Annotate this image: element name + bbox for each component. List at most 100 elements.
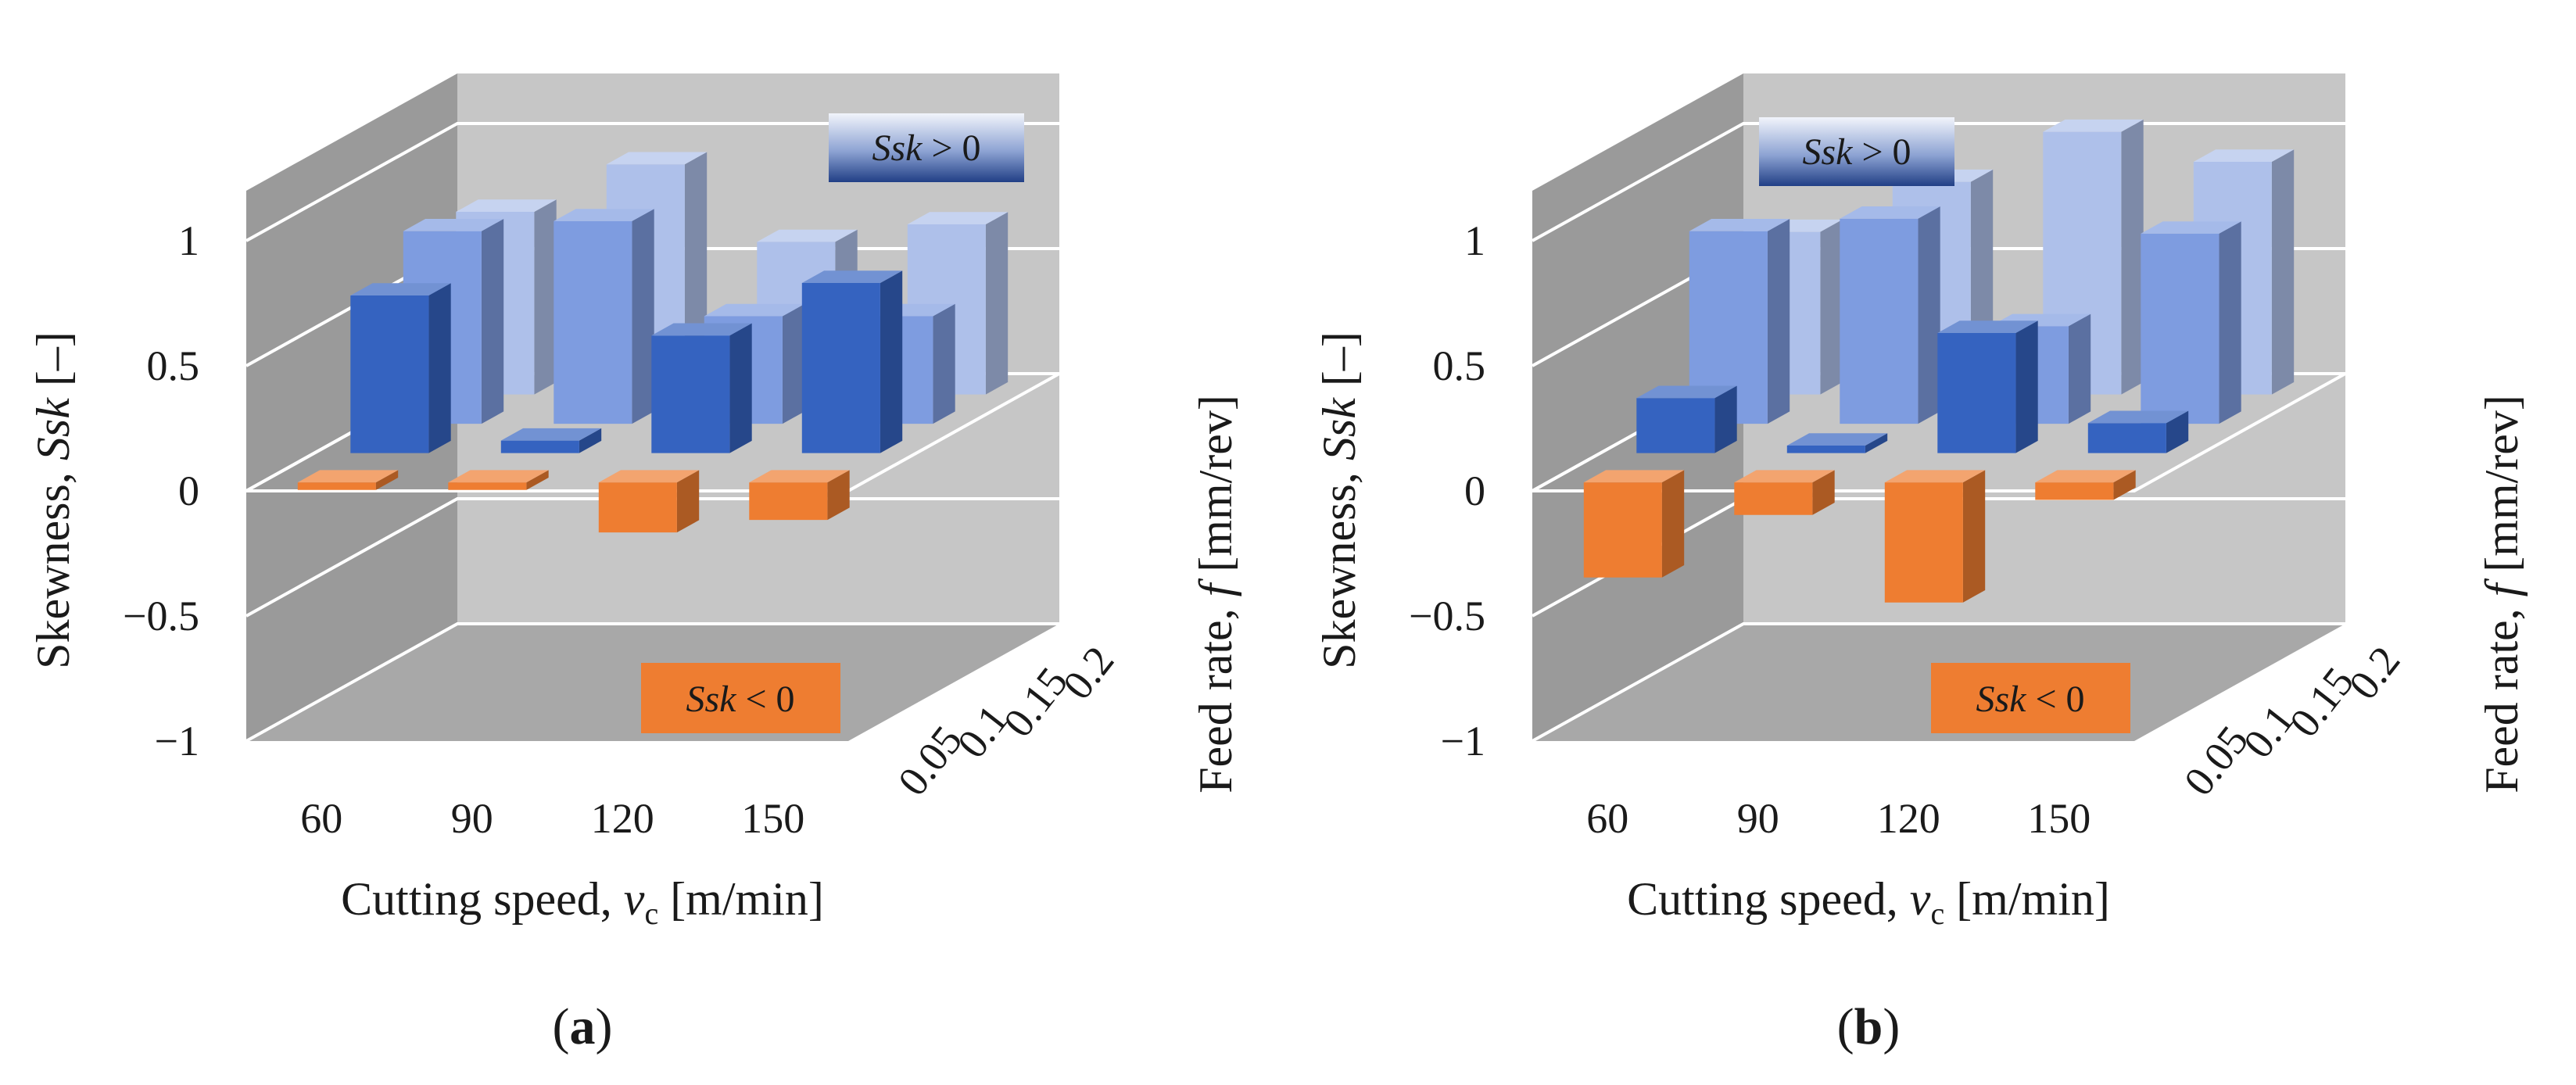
bar-top bbox=[1840, 206, 1940, 219]
legend-negative-var: Ssk bbox=[686, 679, 737, 720]
y-tick-label: 0 bbox=[178, 467, 199, 514]
bar-top bbox=[1583, 470, 1685, 483]
z-axis-title-suffix: [mm/rev] bbox=[1190, 395, 1241, 584]
bar-side bbox=[481, 219, 504, 424]
panel-label-letter: a bbox=[570, 998, 596, 1055]
y-tick-label: −1 bbox=[1441, 718, 1485, 765]
bar-front bbox=[1689, 231, 1768, 424]
bar-top bbox=[1689, 219, 1790, 231]
bar-side bbox=[933, 303, 955, 424]
bar-side bbox=[676, 470, 700, 533]
bar-side bbox=[2068, 313, 2091, 424]
panel-label-close: ) bbox=[596, 998, 613, 1055]
bar-150-0.1 bbox=[801, 270, 903, 453]
legend-negative-text: < 0 bbox=[2026, 679, 2084, 720]
bar-top bbox=[757, 229, 858, 242]
bar-top bbox=[350, 283, 451, 295]
bar-side bbox=[2121, 119, 2144, 395]
bar-front bbox=[1786, 446, 1865, 453]
bar-top bbox=[749, 470, 850, 483]
z-axis-title: Feed rate, f [mm/rev] bbox=[1190, 395, 1241, 793]
panel-label: (b) bbox=[1837, 998, 1901, 1055]
bar-top bbox=[1786, 433, 1888, 446]
bar-front bbox=[1734, 482, 1813, 515]
y-axis-title-prefix: Skewness, bbox=[1313, 460, 1365, 669]
legend-positive-box bbox=[829, 113, 1024, 182]
bar-front bbox=[350, 295, 429, 453]
bar-top bbox=[801, 270, 903, 283]
bar-top bbox=[606, 152, 708, 165]
bar-side bbox=[632, 209, 654, 424]
bar-front bbox=[598, 482, 677, 533]
gridline bbox=[245, 497, 1059, 618]
bar-top bbox=[554, 209, 654, 221]
legend-negative-label: Ssk < 0 bbox=[686, 679, 794, 720]
bar-side bbox=[782, 303, 805, 424]
legend-positive-var: Ssk bbox=[1802, 131, 1854, 173]
x-tick-label: 120 bbox=[591, 795, 654, 842]
bar-top bbox=[1884, 470, 1986, 483]
bar-side bbox=[1812, 470, 1835, 515]
bar-front bbox=[1937, 333, 2016, 453]
bar-front bbox=[554, 220, 632, 424]
bar-front bbox=[297, 482, 376, 490]
bar-front bbox=[801, 283, 880, 453]
legend-positive-text: > 0 bbox=[922, 127, 980, 169]
bar-front bbox=[1636, 398, 1715, 453]
z-axis-title-suffix: [mm/rev] bbox=[2476, 395, 2528, 584]
bar-top bbox=[448, 470, 549, 483]
legend-negative-label: Ssk < 0 bbox=[1976, 679, 2084, 720]
legend-positive-box bbox=[1759, 117, 1954, 186]
bar-top bbox=[907, 212, 1009, 224]
bar-top bbox=[1734, 470, 1835, 483]
y-axis-title-var: Ssk bbox=[1313, 397, 1365, 460]
bar-90-0.05 bbox=[1734, 470, 1835, 515]
x-tick-label: 120 bbox=[1877, 795, 1940, 842]
bar-front bbox=[651, 335, 730, 453]
x-axis-title-suffix: [m/min] bbox=[1944, 873, 2110, 925]
x-axis-title-suffix: [m/min] bbox=[658, 873, 824, 925]
bar-120-0.05 bbox=[598, 470, 700, 533]
bar-90-0.15 bbox=[1840, 206, 1940, 424]
legend-negative: Ssk < 0 bbox=[1931, 663, 2130, 733]
bar-front bbox=[2141, 233, 2220, 424]
bar-60-0.1 bbox=[1636, 385, 1737, 453]
bar-top bbox=[456, 199, 557, 212]
bar-side bbox=[428, 283, 451, 453]
y-axis-title: Skewness, Ssk [–] bbox=[1313, 331, 1365, 669]
bar-side bbox=[985, 212, 1009, 395]
bar-side bbox=[375, 470, 399, 490]
bar-top bbox=[2193, 149, 2295, 162]
x-tick-label: 60 bbox=[1586, 795, 1628, 842]
y-tick-label: 0 bbox=[1464, 467, 1485, 514]
bar-90-0.05 bbox=[448, 470, 549, 490]
y-tick-label: 1 bbox=[1464, 217, 1485, 264]
bar-top bbox=[704, 303, 805, 317]
panel-label-letter: b bbox=[1854, 998, 1883, 1055]
x-tick-label: 90 bbox=[451, 795, 493, 842]
bar-side bbox=[526, 470, 549, 490]
y-tick-label: −0.5 bbox=[1409, 593, 1485, 639]
bar-side bbox=[1918, 206, 1940, 424]
x-tick-label: 60 bbox=[300, 795, 342, 842]
bar-top bbox=[500, 428, 602, 441]
bar-90-0.15 bbox=[554, 209, 654, 424]
x-axis-title-prefix: Cutting speed, bbox=[1627, 873, 1910, 925]
bar-side bbox=[1865, 433, 1888, 453]
panel-label: (a) bbox=[553, 998, 613, 1055]
bar-side bbox=[827, 470, 850, 521]
bar-60-0.15 bbox=[1689, 219, 1790, 424]
bar-150-0.15 bbox=[2141, 221, 2241, 424]
legend-positive-var: Ssk bbox=[872, 127, 923, 169]
bar-front bbox=[749, 482, 828, 521]
bar-90-0.1 bbox=[1786, 433, 1888, 453]
bar-120-0.05 bbox=[1884, 470, 1986, 603]
legend-positive-label: Ssk > 0 bbox=[872, 127, 980, 169]
bar-front bbox=[2035, 482, 2114, 500]
bar-front bbox=[448, 482, 527, 490]
bar-150-0.05 bbox=[2035, 470, 2136, 500]
legend-negative-box bbox=[1931, 663, 2130, 733]
bar-top bbox=[2087, 410, 2189, 424]
